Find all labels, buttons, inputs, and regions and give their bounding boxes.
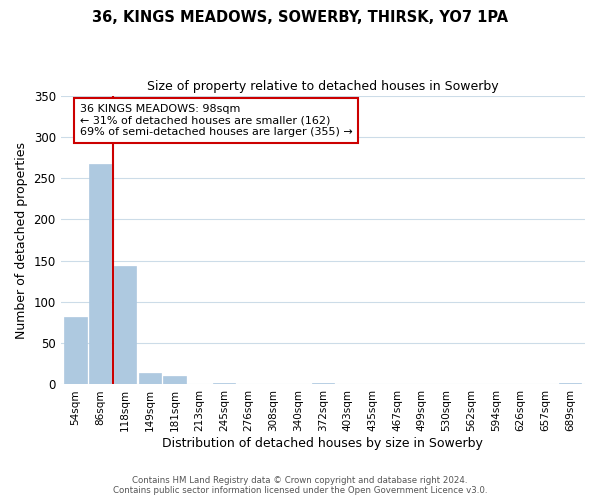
Bar	[139, 373, 161, 384]
Bar	[312, 383, 334, 384]
Bar	[213, 383, 235, 384]
Bar	[559, 383, 581, 384]
Bar	[89, 164, 112, 384]
Bar	[163, 376, 185, 384]
X-axis label: Distribution of detached houses by size in Sowerby: Distribution of detached houses by size …	[163, 437, 483, 450]
Y-axis label: Number of detached properties: Number of detached properties	[15, 142, 28, 338]
Bar	[64, 317, 86, 384]
Text: 36, KINGS MEADOWS, SOWERBY, THIRSK, YO7 1PA: 36, KINGS MEADOWS, SOWERBY, THIRSK, YO7 …	[92, 10, 508, 25]
Text: 36 KINGS MEADOWS: 98sqm
← 31% of detached houses are smaller (162)
69% of semi-d: 36 KINGS MEADOWS: 98sqm ← 31% of detache…	[80, 104, 353, 137]
Text: Contains HM Land Registry data © Crown copyright and database right 2024.
Contai: Contains HM Land Registry data © Crown c…	[113, 476, 487, 495]
Title: Size of property relative to detached houses in Sowerby: Size of property relative to detached ho…	[147, 80, 499, 93]
Bar	[114, 266, 136, 384]
